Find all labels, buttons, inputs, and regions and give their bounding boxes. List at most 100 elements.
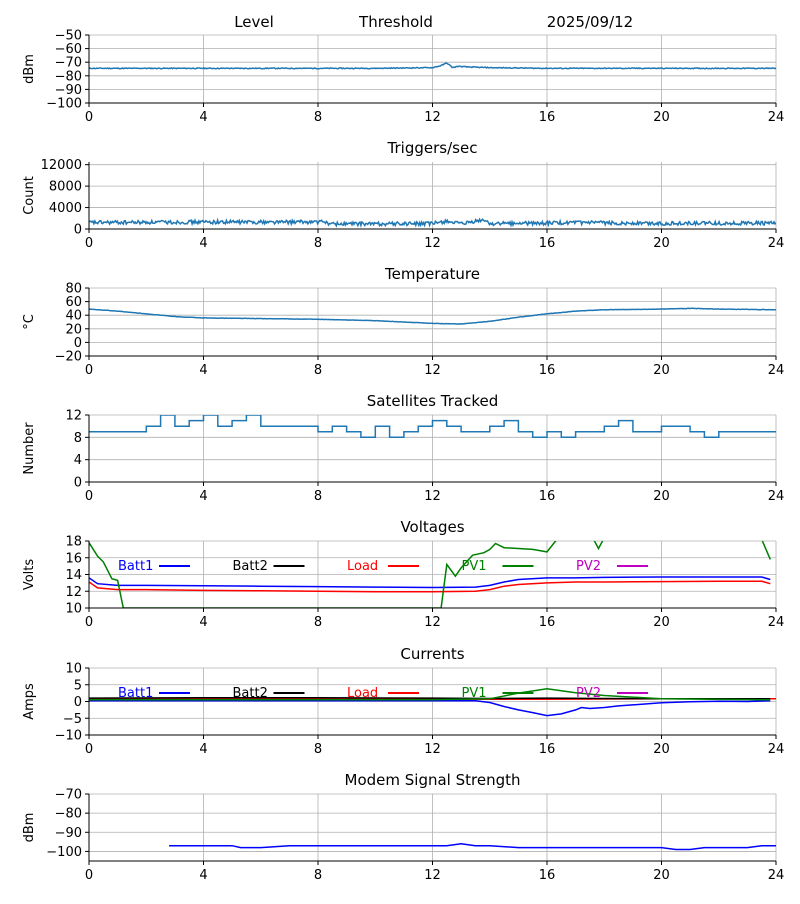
chart-title: Modem Signal Strength xyxy=(345,771,521,789)
y-axis-label: dBm xyxy=(22,54,37,84)
chart-title: Currents xyxy=(400,645,464,663)
x-tick-label: 20 xyxy=(653,363,670,378)
x-tick-label: 16 xyxy=(539,615,556,630)
x-tick-label: 20 xyxy=(653,236,670,251)
y-tick-label: 80 xyxy=(65,282,82,297)
x-tick-label: 20 xyxy=(653,742,670,757)
y-tick-label: −10 xyxy=(55,729,82,744)
chart-title: Triggers/sec xyxy=(387,139,478,157)
x-tick-label: 24 xyxy=(768,363,785,378)
series-group xyxy=(169,844,776,850)
y-axis-label: dBm xyxy=(22,813,37,843)
legend-label-batt1: Batt1 xyxy=(118,686,153,701)
legend-label-batt2: Batt2 xyxy=(233,559,268,574)
y-tick-label: −20 xyxy=(55,350,82,365)
y-tick-label: 5 xyxy=(74,678,82,693)
x-tick-label: 12 xyxy=(424,110,441,125)
y-tick-label: 60 xyxy=(65,295,82,310)
x-tick-label: 12 xyxy=(424,489,441,504)
pv1-series-line xyxy=(89,533,770,608)
x-tick-label: 4 xyxy=(199,868,207,883)
x-tick-label: 8 xyxy=(314,236,322,251)
y-axis-label: Amps xyxy=(22,683,37,720)
x-tick-label: 16 xyxy=(539,363,556,378)
legend-label-load: Load xyxy=(347,686,378,701)
y-tick-label: −5 xyxy=(63,712,82,727)
x-tick-label: 0 xyxy=(85,868,93,883)
y-axis-label: Volts xyxy=(22,559,37,591)
y-tick-label: 18 xyxy=(65,535,82,550)
data-series-line xyxy=(169,844,776,850)
header-threshold: Threshold xyxy=(358,13,433,31)
y-tick-label: 12 xyxy=(65,409,82,424)
x-tick-label: 24 xyxy=(768,489,785,504)
y-tick-label: 0 xyxy=(74,223,82,238)
x-tick-label: 4 xyxy=(199,363,207,378)
x-tick-label: 16 xyxy=(539,868,556,883)
y-axis-label: Count xyxy=(22,176,37,215)
y-tick-label: −70 xyxy=(55,56,82,71)
y-tick-label: 8 xyxy=(74,431,82,446)
x-tick-label: 20 xyxy=(653,489,670,504)
x-tick-label: 12 xyxy=(424,615,441,630)
x-tick-label: 16 xyxy=(539,489,556,504)
x-tick-label: 8 xyxy=(314,615,322,630)
y-tick-label: −50 xyxy=(55,29,82,44)
y-tick-label: 8000 xyxy=(49,180,82,195)
x-tick-label: 0 xyxy=(85,110,93,125)
x-tick-label: 24 xyxy=(768,868,785,883)
x-tick-label: 4 xyxy=(199,236,207,251)
x-tick-label: 20 xyxy=(653,615,670,630)
legend-label-batt2: Batt2 xyxy=(233,686,268,701)
x-tick-label: 8 xyxy=(314,363,322,378)
y-tick-label: −90 xyxy=(55,826,82,841)
chart-title: Satellites Tracked xyxy=(367,392,498,410)
y-tick-label: 12 xyxy=(65,585,82,600)
x-tick-label: 24 xyxy=(768,615,785,630)
x-tick-label: 12 xyxy=(424,868,441,883)
x-tick-label: 12 xyxy=(424,363,441,378)
y-tick-label: −70 xyxy=(55,788,82,803)
y-tick-label: −60 xyxy=(55,42,82,57)
y-tick-label: 0 xyxy=(74,695,82,710)
y-tick-label: −80 xyxy=(55,69,82,84)
header-level: Level xyxy=(234,13,274,31)
series-group xyxy=(89,533,770,608)
chart-title: Temperature xyxy=(384,265,480,283)
legend-label-pv2: PV2 xyxy=(576,559,601,574)
y-tick-label: 10 xyxy=(65,602,82,617)
x-tick-label: 12 xyxy=(424,236,441,251)
x-tick-label: 16 xyxy=(539,236,556,251)
x-tick-label: 4 xyxy=(199,110,207,125)
x-tick-label: 8 xyxy=(314,868,322,883)
header-date: 2025/09/12 xyxy=(547,13,633,31)
y-tick-label: −80 xyxy=(55,807,82,822)
x-tick-label: 0 xyxy=(85,615,93,630)
x-tick-label: 0 xyxy=(85,363,93,378)
y-tick-label: 16 xyxy=(65,551,82,566)
legend-label-load: Load xyxy=(347,559,378,574)
legend-label-pv1: PV1 xyxy=(462,686,487,701)
x-tick-label: 24 xyxy=(768,236,785,251)
y-tick-label: −90 xyxy=(55,83,82,98)
x-tick-label: 20 xyxy=(653,110,670,125)
y-tick-label: 0 xyxy=(74,476,82,491)
y-tick-label: 10 xyxy=(65,662,82,677)
x-tick-label: 16 xyxy=(539,742,556,757)
legend-label-pv1: PV1 xyxy=(462,559,487,574)
y-axis-label: °C xyxy=(22,314,37,330)
y-tick-label: 4000 xyxy=(49,201,82,216)
x-tick-label: 4 xyxy=(199,489,207,504)
y-tick-label: 20 xyxy=(65,322,82,337)
y-tick-label: 12000 xyxy=(41,158,82,173)
y-tick-label: −100 xyxy=(46,97,82,112)
x-tick-label: 16 xyxy=(539,110,556,125)
x-tick-label: 20 xyxy=(653,868,670,883)
